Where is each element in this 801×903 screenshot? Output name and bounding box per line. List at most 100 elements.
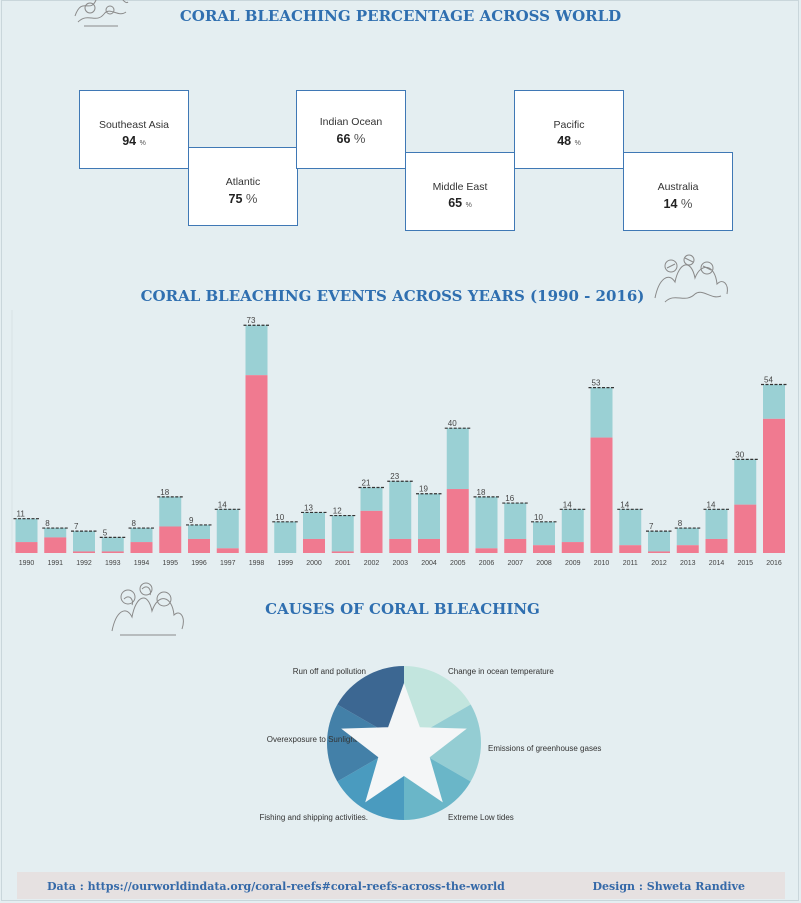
data-label-2001: 12 [333,507,342,516]
bar-segment-top-2005[interactable] [446,428,469,490]
bar-segment-bottom-2009[interactable] [561,542,584,553]
region-card-indian-ocean[interactable]: Indian Ocean 66 % [296,90,406,169]
pie-label-5: Run off and pollution [293,667,366,676]
bar-segment-top-1993[interactable] [101,537,124,552]
region-name: Australia [657,181,699,193]
bar-segment-top-1996[interactable] [188,524,210,539]
x-tick-label-2004: 2004 [421,560,437,567]
bar-segment-top-2001[interactable] [331,515,354,552]
bar-segment-bottom-1992[interactable] [73,551,95,553]
bar-segment-top-1995[interactable] [159,496,182,527]
region-name: Indian Ocean [319,116,383,128]
bar-segment-top-1994[interactable] [130,528,153,543]
bar-segment-bottom-2008[interactable] [533,545,555,553]
data-label-2013: 8 [678,519,683,528]
bar-segment-top-2003[interactable] [389,481,412,539]
data-source-link[interactable]: Data : https://ourworldindata.org/coral-… [47,880,505,893]
region-name: Atlantic [225,176,261,188]
bar-segment-top-2012[interactable] [648,531,670,552]
x-tick-label-2014: 2014 [709,560,725,567]
bar-segment-top-1992[interactable] [73,531,95,552]
bar-segment-top-1998[interactable] [245,325,268,376]
region-name: Pacific [553,119,585,131]
bar-segment-top-1990[interactable] [15,518,38,543]
bar-segment-bottom-2015[interactable] [734,504,757,553]
pie-label-3: Fishing and shipping activities. [259,813,368,822]
data-label-2004: 19 [419,485,428,494]
data-label-1998: 73 [247,316,256,325]
bar-segment-top-2016[interactable] [763,384,785,419]
bar-segment-top-1999[interactable] [274,521,297,553]
x-tick-label-1996: 1996 [191,560,207,567]
bar-segment-bottom-2004[interactable] [418,538,440,553]
bar-segment-top-2014[interactable] [705,509,728,539]
bar-segment-top-2011[interactable] [619,509,642,546]
bar-segment-bottom-1995[interactable] [159,526,182,553]
bar-segment-bottom-1997[interactable] [216,548,239,553]
region-card-pacific[interactable]: Pacific 48 % [514,90,624,169]
x-tick-label-2013: 2013 [680,560,696,567]
bar-segment-bottom-2016[interactable] [763,418,785,553]
bar-segment-bottom-2013[interactable] [676,545,699,553]
bar-segment-top-2002[interactable] [360,487,383,511]
data-label-2015: 30 [735,450,744,459]
pie-slice-0[interactable] [404,666,471,743]
bar-segment-bottom-2005[interactable] [446,489,469,553]
data-label-2005: 40 [448,419,457,428]
bar-segment-top-1997[interactable] [216,509,239,549]
bar-segment-bottom-2000[interactable] [303,538,325,553]
bar-segment-top-2007[interactable] [504,503,527,539]
bar-segment-bottom-1998[interactable] [245,375,268,553]
coral-illustration-middle [645,248,733,308]
x-tick-label-1990: 1990 [19,560,35,567]
bar-segment-bottom-1991[interactable] [44,537,67,553]
bar-segment-top-2013[interactable] [676,528,699,546]
causes-title: CAUSES OF CORAL BLEACHING [265,600,540,618]
bar-segment-bottom-1990[interactable] [15,542,38,553]
region-card-middle-east[interactable]: Middle East 65 % [405,152,515,231]
bar-segment-bottom-1994[interactable] [130,542,153,553]
region-name: Middle East [432,181,488,193]
data-label-2003: 23 [390,472,399,481]
x-tick-label-2015: 2015 [737,560,753,567]
x-tick-label-1992: 1992 [76,560,92,567]
x-tick-label-2009: 2009 [565,560,581,567]
x-tick-label-2016: 2016 [766,560,782,567]
x-tick-label-2007: 2007 [507,560,523,567]
bar-segment-bottom-1993[interactable] [101,551,124,553]
bar-segment-top-2006[interactable] [475,496,498,549]
bar-segment-top-2010[interactable] [590,387,613,438]
bar-segment-bottom-2003[interactable] [389,538,412,553]
bar-segment-bottom-1996[interactable] [188,538,210,553]
bar-segment-bottom-2007[interactable] [504,538,527,553]
bar-segment-bottom-2011[interactable] [619,545,642,553]
bar-segment-top-2000[interactable] [303,512,325,539]
data-label-1994: 8 [132,519,137,528]
region-card-australia[interactable]: Australia 14 % [623,152,733,231]
x-tick-label-1993: 1993 [105,560,121,567]
x-tick-label-1994: 1994 [134,560,150,567]
region-value: 75 % [228,191,258,206]
bar-segment-top-2008[interactable] [533,521,555,546]
bar-segment-top-2004[interactable] [418,493,440,539]
data-label-1995: 18 [160,488,169,497]
bar-segment-top-1991[interactable] [44,528,67,538]
bar-segment-top-2015[interactable] [734,459,757,505]
pie-slice-5[interactable] [337,666,404,743]
data-label-2010: 53 [592,379,601,388]
data-label-2016: 54 [764,376,773,385]
region-card-southeast-asia[interactable]: Southeast Asia 94 % [79,90,189,169]
bar-segment-bottom-2014[interactable] [705,538,728,553]
bar-segment-bottom-2002[interactable] [360,510,383,553]
pie-label-0: Change in ocean temperature [448,667,554,676]
region-value: 48 % [557,134,581,148]
region-card-atlantic[interactable]: Atlantic 75 % [188,147,298,226]
bar-segment-bottom-2001[interactable] [331,551,354,553]
region-value: 66 % [336,131,366,146]
bar-segment-bottom-2010[interactable] [590,437,613,553]
bar-segment-top-2009[interactable] [561,509,584,543]
bar-segment-bottom-2006[interactable] [475,548,498,553]
data-label-2012: 7 [649,522,654,531]
bar-segment-bottom-2012[interactable] [648,551,670,553]
x-tick-label-2011: 2011 [623,560,638,567]
